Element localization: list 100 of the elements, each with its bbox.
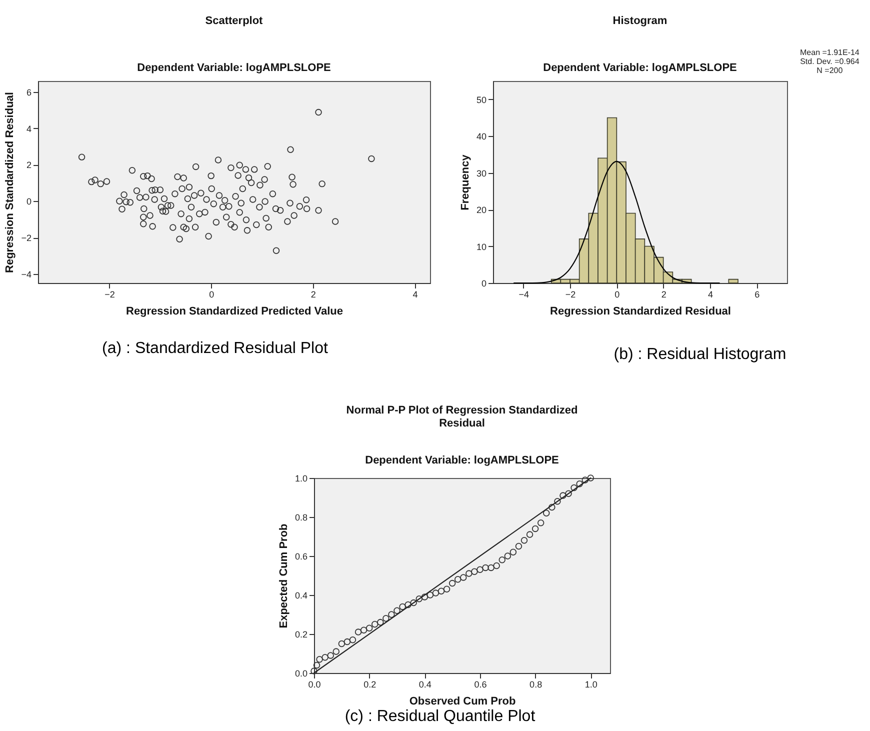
text: (b) : Residual Histogram: [614, 346, 786, 364]
point: [493, 562, 500, 570]
x-tick-label: 0.8: [530, 680, 542, 690]
point: [332, 648, 340, 655]
point: [366, 624, 373, 632]
point: [515, 542, 522, 550]
point: [438, 588, 445, 594]
point: [532, 525, 539, 532]
point: [510, 548, 517, 556]
y-tick-label: 6: [26, 87, 32, 98]
y-tick-label: −2: [21, 233, 32, 244]
point: [394, 607, 400, 614]
point: [382, 615, 390, 622]
x-tick-label: −2: [565, 290, 576, 300]
y-tick-label: 0.4: [294, 590, 308, 600]
point: [448, 580, 456, 587]
y-axis-title: Frequency: [459, 154, 472, 210]
point: [388, 611, 395, 618]
y-axis-title: Regression Standardized Residual: [4, 92, 16, 273]
y-tick-label: 40: [476, 132, 486, 142]
x-axis-title: Observed Cum Prob: [409, 696, 516, 708]
point: [404, 601, 412, 608]
point: [543, 510, 550, 516]
point: [349, 636, 356, 644]
chart-title: Scatterplot: [205, 15, 264, 27]
point: [576, 480, 583, 488]
point: [322, 654, 328, 661]
y-tick-label: 50: [476, 94, 486, 105]
x-tick-label: 1.0: [584, 680, 598, 690]
x-tick-label: 2: [310, 290, 316, 300]
x-tick-label: 0.0: [308, 680, 321, 690]
point: [399, 603, 406, 610]
point: [488, 564, 494, 572]
x-tick-label: 4: [708, 290, 714, 300]
point: [410, 599, 417, 606]
x-axis-title: Regression Standardized Residual: [550, 306, 731, 318]
x-tick-label: 0.2: [364, 680, 376, 690]
y-tick-label: 2: [26, 160, 32, 170]
line-series: [513, 160, 720, 284]
point: [344, 638, 351, 646]
point: [454, 576, 462, 583]
y-tick-label: 0.2: [294, 630, 308, 640]
point: [466, 570, 472, 577]
text: N =200: [816, 66, 844, 75]
text: (c) : Residual Quantile Plot: [344, 708, 536, 726]
point: [504, 552, 512, 560]
point: [327, 652, 334, 659]
point: [416, 596, 422, 602]
point: [432, 590, 440, 596]
text: Std. Dev. =0.964: [800, 57, 860, 66]
point: [460, 574, 467, 581]
chart-title: Normal P-P Plot of Regression Standardized Residual: [346, 404, 578, 430]
x-tick-label: −4: [518, 290, 529, 300]
point: [426, 592, 434, 598]
chart-subtitle: Dependent Variable: logAMPLSLOPE: [365, 454, 559, 466]
point: [338, 640, 346, 648]
y-tick-label: 4: [26, 124, 32, 134]
point: [443, 586, 450, 593]
text: Mean =1.91E-14: [800, 48, 860, 57]
y-tick-label: 1.0: [294, 474, 308, 484]
point: [526, 531, 534, 538]
text: (a) : Standardized Residual Plot: [102, 340, 328, 358]
point: [476, 566, 484, 574]
point: [560, 492, 566, 499]
chart-subtitle: Dependent Variable: logAMPLSLOPE: [137, 62, 331, 74]
chart-subtitle: Dependent Variable: logAMPLSLOPE: [543, 62, 737, 74]
x-tick-label: 2: [661, 290, 666, 300]
y-tick-label: 20: [476, 205, 486, 216]
point: [548, 504, 556, 511]
point: [582, 476, 588, 484]
x-axis-title: Regression Standardized Predicted Value: [126, 306, 344, 318]
point: [471, 568, 478, 575]
point: [570, 484, 578, 492]
y-tick-label: 0.0: [294, 668, 308, 678]
point: [377, 618, 384, 626]
point: [537, 519, 544, 526]
point: [313, 662, 320, 669]
point: [371, 620, 378, 628]
x-tick-label: 0: [614, 290, 620, 300]
y-tick-label: 30: [476, 168, 486, 178]
y-tick-label: 0: [26, 196, 32, 207]
point: [482, 564, 489, 572]
x-tick-label: 0: [209, 290, 214, 300]
y-axis-title: Expected Cum Prob: [278, 523, 290, 628]
y-tick-label: 0.8: [294, 512, 308, 522]
point: [565, 490, 572, 497]
x-tick-label: 6: [754, 290, 760, 300]
point: [354, 628, 362, 636]
y-tick-label: 0: [481, 278, 486, 288]
point: [554, 498, 561, 505]
x-tick-label: −2: [104, 290, 115, 300]
point: [498, 556, 506, 564]
y-tick-label: 0.6: [294, 552, 308, 562]
y-tick-label: 10: [476, 242, 486, 252]
x-tick-label: 0.4: [418, 680, 432, 690]
point: [421, 594, 428, 600]
point: [520, 537, 528, 544]
point: [587, 474, 594, 482]
point: [316, 656, 323, 663]
x-tick-label: 4: [412, 290, 418, 300]
